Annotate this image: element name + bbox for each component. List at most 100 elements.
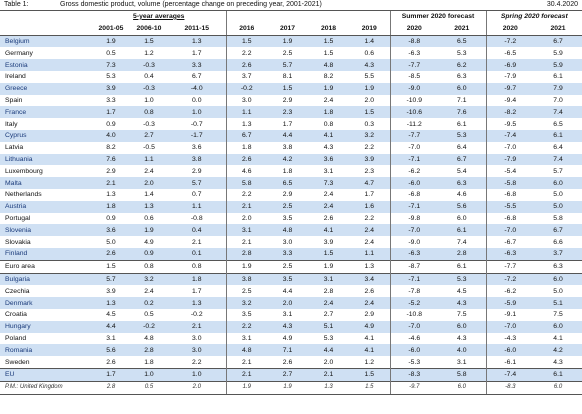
- cell: 4.8: [225, 344, 268, 357]
- cell: 6.5: [553, 120, 563, 128]
- cell: 2.2: [225, 47, 268, 60]
- cell: 3.3: [267, 247, 309, 261]
- cell: 1.6: [349, 200, 391, 213]
- row-label: Greece: [0, 82, 92, 95]
- cell: 0.5: [106, 49, 116, 57]
- cell: -10.6: [389, 106, 439, 119]
- cell: -7.4: [485, 129, 535, 142]
- cell: 8.2: [106, 144, 116, 152]
- cell: 2.0: [364, 96, 374, 104]
- cell: 5.0: [553, 191, 563, 199]
- row-label: Portugal: [5, 214, 31, 222]
- table-body: Belgium 1.9 1.5 1.3 1.5 1.9 1.5 1.4 -8.8 6.5 -7.2 6…: [0, 35, 582, 395]
- cell: 1.7: [192, 49, 202, 57]
- cell: -11.2: [389, 118, 439, 130]
- cell: 6.1: [438, 224, 487, 237]
- cell: 2.8: [225, 247, 268, 261]
- cell: -5.4: [485, 165, 535, 178]
- cell: -9.5: [485, 118, 535, 130]
- cell: 2.1: [192, 238, 202, 246]
- cell: 1.9: [349, 82, 391, 95]
- cell: 2.1: [168, 320, 227, 333]
- cell: 7.4: [534, 106, 582, 119]
- cell: 6.4: [553, 144, 563, 152]
- cell: 4.3: [553, 358, 563, 366]
- cell: 6.2: [438, 59, 487, 71]
- cell: -9.7: [485, 82, 535, 95]
- cell: 1.1: [130, 153, 168, 166]
- cell: 1.8: [92, 200, 130, 213]
- cell: 2.6: [282, 358, 293, 366]
- cell: 1.9: [225, 380, 268, 395]
- cell: 6.3: [457, 73, 467, 81]
- cell: 7.6: [92, 153, 130, 166]
- cell: 1.5: [308, 247, 350, 261]
- cell: 0.8: [130, 259, 168, 274]
- cell: 1.5: [308, 35, 350, 48]
- cell: 2.0: [130, 177, 168, 189]
- cell: 5.0: [534, 200, 582, 213]
- cell: 2.0: [323, 358, 334, 366]
- cell: 5.7: [267, 59, 309, 71]
- cell: 2.1: [225, 200, 268, 213]
- cell: 1.8: [144, 358, 154, 366]
- cell: 1.3: [92, 297, 130, 309]
- cell: 4.9: [144, 238, 154, 246]
- cell: -9.0: [389, 236, 439, 248]
- cell: 2.8: [92, 380, 130, 395]
- cell: 5.8: [438, 367, 487, 382]
- cell: 6.0: [534, 380, 582, 395]
- table-row: France 1.7 0.8 1.0 1.1 2.3 1.8 1.5 -10.6 7.6 -8.2 7…: [0, 106, 582, 119]
- cell: -6.7: [485, 236, 535, 248]
- group-header: Spring 2020 forecast: [485, 11, 582, 23]
- cell: -7.9: [485, 70, 535, 83]
- cell: 4.5: [106, 311, 116, 319]
- row-label: Slovakia: [5, 238, 31, 246]
- cell: 3.5: [282, 214, 293, 222]
- table-row: Finland 2.6 0.9 0.1 2.8 3.3 1.5 1.1 -6.3 2.8 -6.3 3…: [0, 247, 582, 261]
- cell: 1.3: [225, 118, 268, 130]
- cell: -6.0: [389, 344, 439, 357]
- cell: -8.3: [389, 367, 439, 382]
- cell: 6.3: [438, 177, 487, 189]
- cell: 4.4: [267, 129, 309, 142]
- cell: 4.9: [349, 320, 391, 333]
- cell: 3.1: [106, 334, 116, 342]
- cell: 8.1: [282, 73, 293, 81]
- column-header: 2017: [267, 22, 309, 36]
- cell: 1.0: [168, 367, 227, 382]
- group-header-text: 5-year averages: [133, 12, 185, 20]
- cell: 3.8: [282, 144, 293, 152]
- cell: 2.5: [267, 259, 309, 274]
- column-header: 2019: [349, 22, 391, 36]
- cell: 3.5: [267, 272, 309, 286]
- cell: -0.8: [190, 214, 203, 222]
- cell: -0.3: [130, 59, 168, 71]
- cell: 3.6: [192, 144, 202, 152]
- cell: 0.3: [364, 120, 374, 128]
- cell: 0.9: [106, 120, 116, 128]
- cell: 7.1: [267, 344, 309, 357]
- cell: 2.9: [282, 191, 293, 199]
- cell: 4.5: [457, 287, 467, 295]
- table-row: Denmark 1.3 0.2 1.3 3.2 2.0 2.4 2.4 -5.2 4.3 -5.9 5…: [0, 297, 582, 309]
- cell: 2.4: [323, 191, 334, 199]
- cell: 1.5: [267, 82, 309, 95]
- cell: 3.7: [225, 70, 268, 83]
- cell: 6.6: [553, 238, 563, 246]
- cell: -6.8: [389, 188, 439, 201]
- cell: 1.7: [92, 367, 130, 382]
- cell: 2.8: [130, 344, 168, 357]
- cell: 1.5: [225, 35, 268, 48]
- column-header: 2011-15: [168, 22, 227, 36]
- cell: 2.5: [282, 49, 293, 57]
- cell: 1.9: [130, 224, 168, 237]
- cell: 6.0: [438, 380, 487, 395]
- row-label: Italy: [5, 120, 18, 128]
- cell: 7.4: [457, 238, 467, 246]
- cell: 2.6: [225, 59, 268, 71]
- table-row: Slovenia 3.6 1.9 0.4 3.1 4.8 4.1 2.4 -7.0 6.1 -7.0…: [0, 224, 582, 237]
- cell: 7.4: [534, 153, 582, 166]
- cell: 7.5: [457, 311, 467, 319]
- cell: -7.9: [485, 153, 535, 166]
